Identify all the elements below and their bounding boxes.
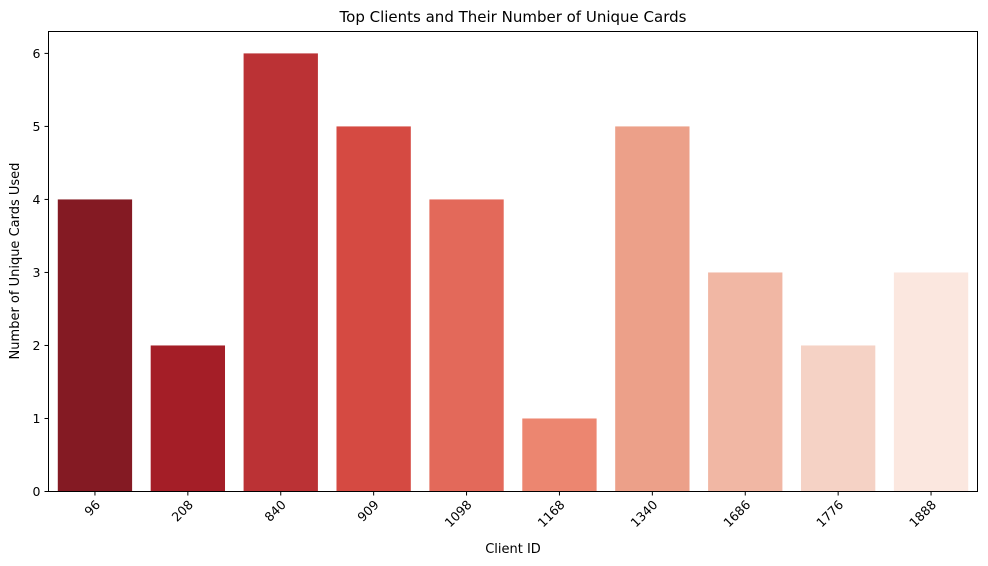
x-tick-label: 1168 bbox=[534, 497, 567, 530]
x-tick-label: 1888 bbox=[906, 497, 939, 530]
y-tick-label: 1 bbox=[33, 411, 41, 426]
bar-208 bbox=[150, 345, 226, 492]
y-tick-label: 3 bbox=[33, 265, 41, 280]
x-tick-label: 1340 bbox=[627, 497, 660, 530]
y-axis-label: Number of Unique Cards Used bbox=[8, 163, 23, 360]
plot-frame bbox=[48, 31, 978, 492]
bar-1168 bbox=[522, 418, 597, 492]
bar-1888 bbox=[893, 272, 969, 492]
y-tick-label: 5 bbox=[33, 119, 41, 134]
x-tick-label: 1098 bbox=[442, 497, 475, 530]
bar-96 bbox=[57, 199, 133, 492]
x-tick-label: 208 bbox=[168, 497, 196, 525]
y-tick-label: 0 bbox=[33, 484, 41, 499]
bars-group bbox=[57, 53, 969, 492]
x-tick-label: 1776 bbox=[813, 497, 846, 530]
bar-909 bbox=[336, 126, 411, 492]
bar-1686 bbox=[708, 272, 783, 492]
x-tick-label: 96 bbox=[81, 497, 103, 519]
x-tick-label: 1686 bbox=[720, 497, 753, 530]
bar-1098 bbox=[429, 199, 504, 492]
chart-title: Top Clients and Their Number of Unique C… bbox=[339, 8, 687, 26]
y-tick-label: 2 bbox=[33, 338, 41, 353]
x-axis-ticks: 96 208 840 909 1098 1168 1340 1686 1776 1888 bbox=[81, 491, 939, 530]
bar-1776 bbox=[800, 345, 876, 492]
bar-1340 bbox=[615, 126, 690, 492]
x-axis-label: Client ID bbox=[485, 542, 541, 557]
y-axis-ticks: 0 1 2 3 4 5 6 bbox=[33, 46, 49, 499]
x-tick-label: 909 bbox=[354, 497, 382, 525]
y-tick-label: 6 bbox=[33, 46, 41, 61]
x-tick-label: 840 bbox=[261, 497, 289, 525]
y-tick-label: 4 bbox=[33, 192, 41, 207]
bar-840 bbox=[243, 53, 318, 492]
